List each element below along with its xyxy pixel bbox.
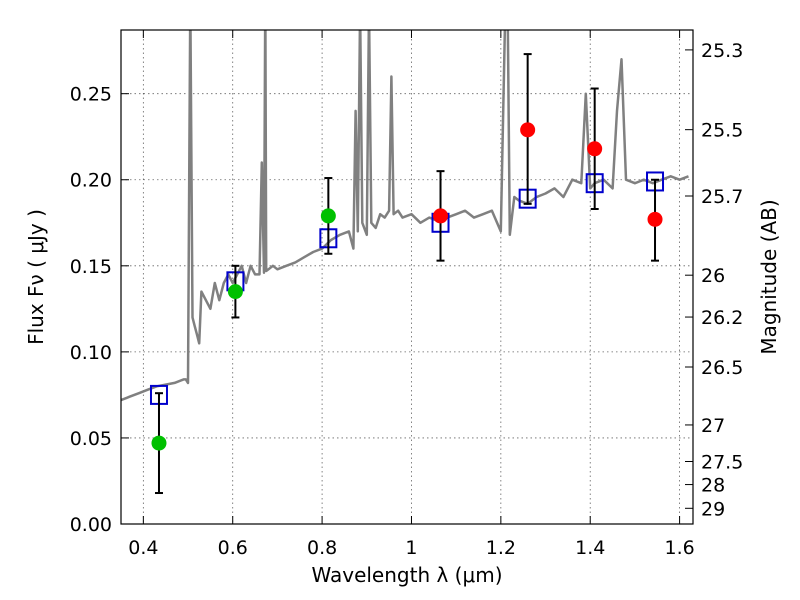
- y-tick-label: 0.10: [70, 342, 112, 364]
- y-axis-title: Flux Fν ( μJy ): [24, 209, 48, 345]
- photometry-point: [320, 208, 336, 224]
- spectrum-layer: [121, 30, 689, 402]
- tick-labels: 0.4 0.6 0.8 1 1.2 1.4 1.6 0.00 0.05 0.10 0.15 0.20 0…: [70, 40, 744, 559]
- y2-tick-label: 27.5: [701, 452, 743, 474]
- y2-tick-label: 29: [701, 498, 725, 520]
- y-tick-label: 0.25: [70, 84, 112, 106]
- photometry-point: [433, 208, 449, 224]
- y2-tick-label: 26.5: [701, 357, 743, 379]
- axis-ticks: [121, 30, 693, 525]
- x-tick-label: 0.4: [128, 537, 158, 559]
- x-tick-label: 0.8: [307, 537, 337, 559]
- y-tick-label: 0.00: [70, 514, 112, 536]
- y-tick-label: 0.15: [70, 256, 112, 278]
- x-tick-label: 1.4: [575, 537, 605, 559]
- photometry-point: [587, 141, 603, 157]
- y2-tick-label: 25.5: [701, 120, 743, 142]
- photometry-point: [520, 122, 536, 138]
- x-axis-title: Wavelength λ (μm): [311, 563, 502, 587]
- photometry-point: [151, 435, 167, 451]
- photometry-point: [647, 211, 663, 227]
- plot-background: [121, 30, 693, 524]
- x-tick-label: 1.2: [486, 537, 516, 559]
- y2-tick-label: 26: [701, 265, 725, 287]
- plot-frame: [120, 29, 694, 525]
- y2-axis-title: Magnitude (AB): [757, 199, 781, 354]
- x-tick-label: 0.6: [218, 537, 248, 559]
- spectrum-line: [121, 30, 689, 402]
- y-tick-label: 0.05: [70, 428, 112, 450]
- x-tick-label: 1.6: [664, 537, 694, 559]
- photometry-point: [227, 284, 243, 300]
- y2-tick-label: 25.7: [701, 186, 743, 208]
- grid-lines: [121, 30, 693, 524]
- data-marks: [149, 53, 665, 495]
- y2-tick-label: 25.3: [701, 40, 743, 62]
- y2-tick-label: 26.2: [701, 307, 743, 329]
- y-tick-label: 0.20: [70, 170, 112, 192]
- y2-tick-label: 27: [701, 415, 725, 437]
- x-tick-label: 1: [405, 537, 417, 559]
- y2-tick-label: 28: [701, 475, 725, 497]
